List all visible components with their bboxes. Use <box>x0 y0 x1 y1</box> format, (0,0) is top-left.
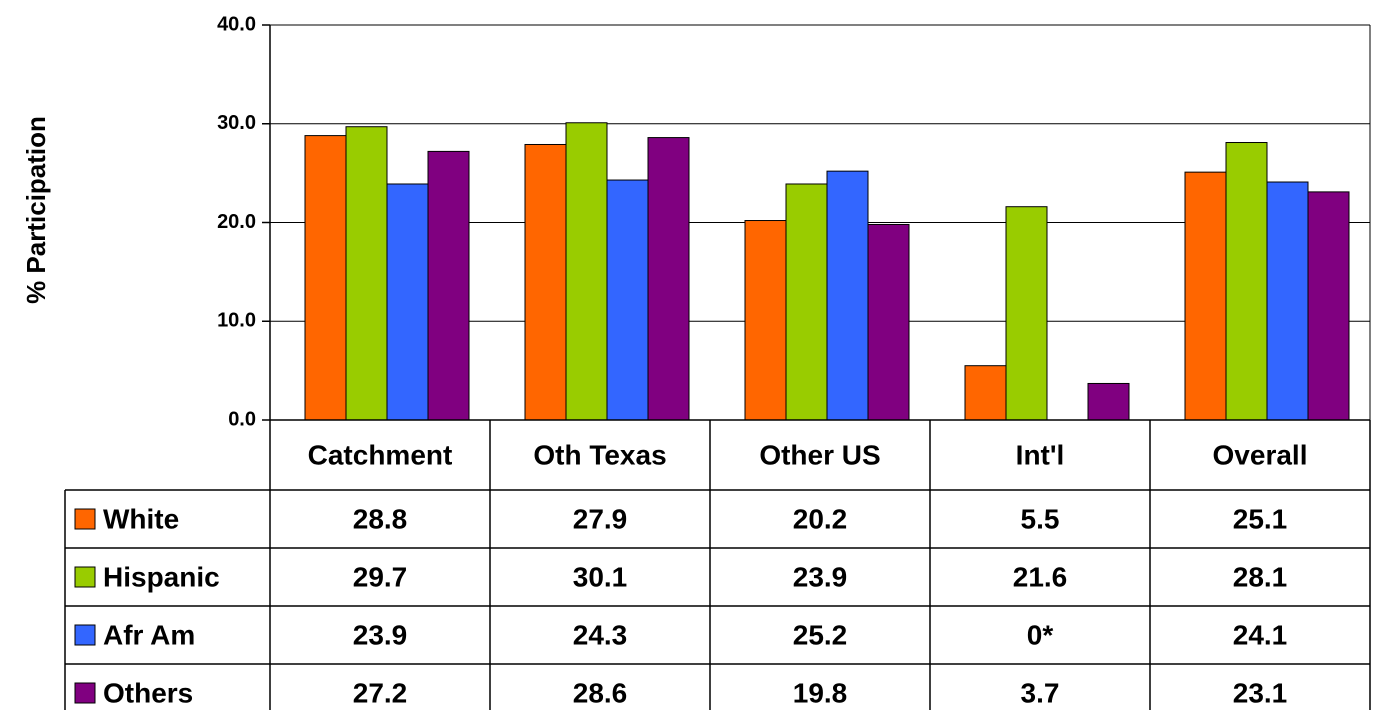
table-cell: 27.9 <box>573 503 628 534</box>
table-cell: 23.1 <box>1233 677 1288 708</box>
bar <box>565 122 608 421</box>
table-cell: 28.1 <box>1233 561 1288 592</box>
bar <box>1266 181 1309 421</box>
table-cell: 23.9 <box>793 561 848 592</box>
table-cell: 3.7 <box>1021 677 1060 708</box>
table-cell: 30.1 <box>573 561 628 592</box>
bar <box>1087 382 1130 421</box>
y-tick-label: 10.0 <box>217 310 256 332</box>
x-tick-label: Other US <box>759 439 880 470</box>
bar <box>345 126 388 421</box>
table-cell: 0* <box>1027 619 1054 650</box>
bar <box>427 150 470 421</box>
bar <box>785 183 828 421</box>
table-cell: 5.5 <box>1021 503 1060 534</box>
legend-swatch <box>74 624 96 646</box>
bar <box>647 137 690 421</box>
table-cell: 23.9 <box>353 619 408 650</box>
bar <box>826 170 869 421</box>
bar <box>1184 171 1227 421</box>
bar <box>744 220 787 421</box>
table-cell: 25.2 <box>793 619 848 650</box>
legend-swatch <box>74 566 96 588</box>
y-tick-label: 40.0 <box>217 13 256 35</box>
table-cell: 29.7 <box>353 561 408 592</box>
bar <box>386 183 429 421</box>
table-cell: 28.8 <box>353 503 408 534</box>
legend-label: White <box>103 503 179 534</box>
bar <box>524 143 567 421</box>
x-tick-label: Catchment <box>308 439 453 470</box>
legend-label: Others <box>103 677 193 708</box>
bar <box>964 365 1007 421</box>
legend-swatch <box>74 508 96 530</box>
table-cell: 20.2 <box>793 503 848 534</box>
y-tick-label: 30.0 <box>217 112 256 134</box>
table-cell: 27.2 <box>353 677 408 708</box>
y-tick-label: 20.0 <box>217 211 256 233</box>
table-cell: 19.8 <box>793 677 848 708</box>
bar <box>1005 206 1048 421</box>
bar <box>1307 191 1350 421</box>
table-cell: 25.1 <box>1233 503 1288 534</box>
legend-label: Afr Am <box>103 619 195 650</box>
y-axis-label: % Participation <box>21 116 51 304</box>
table-cell: 24.3 <box>573 619 628 650</box>
bar <box>867 223 910 421</box>
x-tick-label: Oth Texas <box>533 439 666 470</box>
table-cell: 24.1 <box>1233 619 1288 650</box>
bar <box>304 135 347 421</box>
y-tick-label: 0.0 <box>228 408 256 430</box>
bar <box>606 179 649 421</box>
table-cell: 28.6 <box>573 677 628 708</box>
table-cell: 21.6 <box>1013 561 1068 592</box>
bar <box>1225 142 1268 421</box>
x-tick-label: Overall <box>1213 439 1308 470</box>
x-tick-label: Int'l <box>1016 439 1065 470</box>
legend-label: Hispanic <box>103 561 220 592</box>
legend-swatch <box>74 682 96 704</box>
